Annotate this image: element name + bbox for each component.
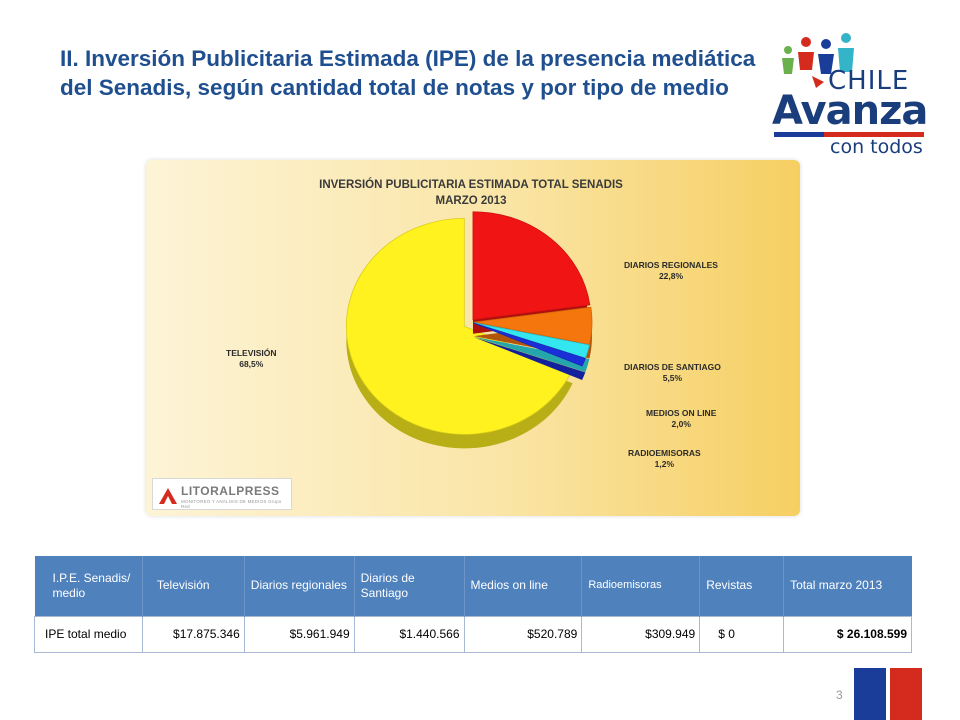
table-cell-total: $ 26.108.599 [783,615,912,653]
pie-slice-television [345,217,574,435]
pie-slice-radioemisoras [473,322,586,367]
children-figures-icon [782,33,854,88]
table-row-label: IPE total medio [34,615,143,653]
litoralpress-icon [159,488,177,504]
pie-chart-svg [345,211,593,449]
litoralpress-tagline: MONITOREO Y ANÁLISIS DE MEDIOS Grupo Red [181,499,282,509]
table-header: Diarios regionales [243,556,355,616]
table-row: IPE total medio $17.875.346 $5.961.949 $… [34,615,912,653]
pie-label-diarios-santiago: DIARIOS DE SANTIAGO 5,5% [624,362,721,383]
pie-label-television: TELEVISIÓN 68,5% [226,348,277,369]
pie-slice-side-medios-online [473,336,590,373]
pie-label-diarios-regionales: DIARIOS REGIONALES 22,8% [624,260,718,281]
chile-avanza-logo: CHILE Avanza con todos [768,30,938,160]
table-header: Medios on line [463,556,582,616]
table-header-row: I.P.E. Senadis/ medio Televisión Diarios… [34,556,912,616]
logo-text-chile: CHILE [828,66,910,96]
table-cell: $309.949 [581,615,701,653]
table-header: I.P.E. Senadis/ medio [34,556,143,616]
page-number: 3 [836,688,843,702]
pie-slice-side-radioemisoras [473,337,586,380]
pie-slice-diarios-santiago [473,306,593,345]
logo-flag-bar [774,132,924,137]
table-header: Total marzo 2013 [783,556,912,616]
pie-label-medios-online: MEDIOS ON LINE 2,0% [646,408,717,429]
pie-slice-diarios-regionales [472,211,591,321]
slide-title: II. Inversión Publicitaria Estimada (IPE… [60,46,756,100]
table-cell: $17.875.346 [141,615,245,653]
table-cell: $ 0 [699,615,785,653]
table-cell: $5.961.949 [243,615,355,653]
table-header: Televisión [141,556,245,616]
pie-chart-panel: INVERSIÓN PUBLICITARIA ESTIMADA TOTAL SE… [146,160,800,516]
table-header: Diarios de Santiago [353,556,464,616]
chart-subtitle: MARZO 2013 [435,195,507,207]
chile-flag-decoration [854,668,922,720]
pie-label-radioemisoras: RADIOEMISORAS 1,2% [628,448,701,469]
table-header: Radioemisoras [581,556,700,616]
litoralpress-logo: LITORALPRESS MONITOREO Y ANÁLISIS DE MED… [152,478,292,510]
logo-text-avanza: Avanza [772,88,928,134]
ipe-table: I.P.E. Senadis/ medio Televisión Diarios… [34,556,912,653]
chart-title: INVERSIÓN PUBLICITARIA ESTIMADA TOTAL SE… [319,179,623,191]
table-header: Revistas [699,556,784,616]
litoralpress-name: LITORALPRESS [181,484,280,498]
table-cell: $1.440.566 [353,615,465,653]
table-cell: $520.789 [463,615,583,653]
logo-text-con-todos: con todos [830,136,923,158]
